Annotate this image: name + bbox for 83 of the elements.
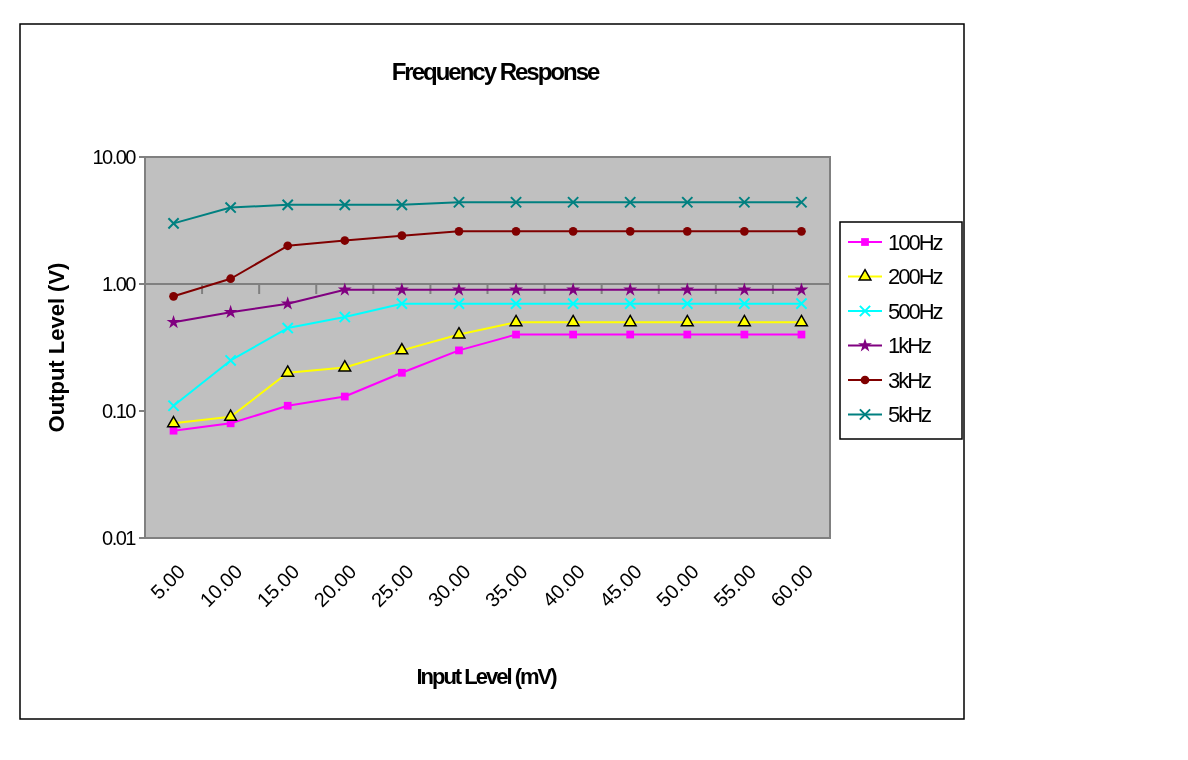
legend-label: 3kHz <box>888 367 932 393</box>
point <box>740 226 749 236</box>
point <box>337 282 352 296</box>
point <box>566 282 581 296</box>
point <box>795 196 808 209</box>
point <box>224 354 237 367</box>
point <box>624 196 637 209</box>
point <box>223 409 238 421</box>
point <box>281 321 294 335</box>
point <box>454 226 464 236</box>
y-tick-label: 10.00 <box>92 146 137 168</box>
point <box>509 196 523 209</box>
point <box>338 310 351 324</box>
legend-label: 200Hz <box>888 264 943 290</box>
legend-label: 100Hz <box>888 229 943 255</box>
point <box>566 314 580 327</box>
point <box>452 282 466 296</box>
legend-label: 5kHz <box>888 402 932 428</box>
point <box>340 236 350 245</box>
point <box>167 217 180 230</box>
point <box>569 330 577 339</box>
point <box>509 314 523 327</box>
point <box>281 365 295 377</box>
point <box>623 282 638 296</box>
x-tick-label: 5.00 <box>146 560 190 604</box>
point <box>455 346 463 355</box>
point <box>338 359 352 372</box>
point <box>623 314 637 327</box>
point <box>166 415 181 428</box>
point <box>166 314 181 329</box>
point <box>511 226 521 236</box>
point <box>680 282 695 296</box>
point <box>226 274 235 284</box>
point <box>737 314 752 327</box>
point <box>737 282 752 296</box>
point <box>626 330 635 339</box>
point <box>283 401 292 410</box>
point <box>794 314 809 327</box>
point <box>625 226 635 236</box>
point <box>167 399 180 412</box>
point <box>567 297 580 310</box>
point <box>568 226 578 236</box>
point <box>169 426 178 435</box>
legend-label: 1kHz <box>888 333 932 359</box>
point <box>509 297 523 310</box>
point <box>395 297 408 310</box>
y-tick-label: 1.00 <box>102 273 137 295</box>
point <box>395 198 408 211</box>
point <box>512 330 520 339</box>
point <box>794 282 809 296</box>
point <box>797 226 806 236</box>
point <box>281 198 294 211</box>
point <box>340 392 349 401</box>
point <box>395 342 409 355</box>
x-axis-title: Input Level (mV) <box>416 663 558 689</box>
legend-label: 500Hz <box>888 298 943 324</box>
point <box>394 282 409 296</box>
point <box>681 196 694 209</box>
point <box>397 231 407 241</box>
y-tick-label: 0.01 <box>102 527 137 549</box>
point <box>681 297 694 310</box>
point <box>795 297 808 310</box>
point <box>338 198 351 211</box>
point <box>224 201 237 214</box>
y-axis-title: Output Level (V) <box>43 262 69 433</box>
point <box>738 297 751 310</box>
y-tick-label: 0.10 <box>102 400 137 422</box>
point <box>680 314 694 327</box>
point <box>567 196 580 209</box>
point <box>682 226 692 236</box>
point <box>452 326 466 339</box>
point <box>452 297 466 310</box>
point <box>624 297 637 310</box>
point <box>738 196 751 209</box>
point <box>283 241 293 251</box>
point <box>169 291 178 301</box>
point <box>509 282 523 296</box>
point <box>280 296 295 310</box>
point <box>683 330 692 339</box>
point <box>452 196 466 209</box>
point <box>398 368 406 377</box>
chart-title: Frequency Response <box>391 58 601 86</box>
point <box>223 304 238 319</box>
